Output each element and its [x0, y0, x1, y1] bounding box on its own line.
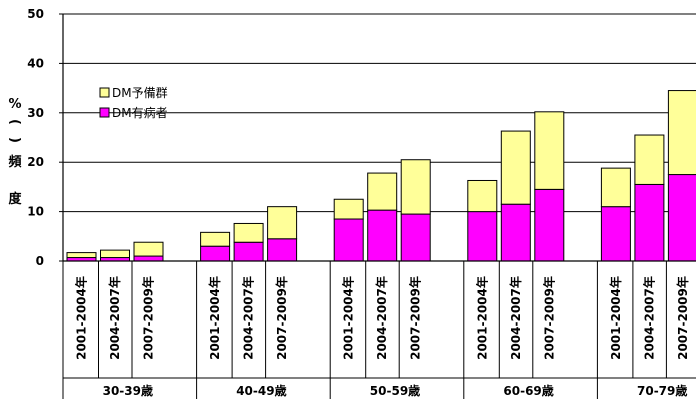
x-group-label: 40-49歳 [236, 383, 286, 398]
y-axis-label-char: ) [7, 137, 22, 143]
legend-label: DM予備群 [112, 85, 168, 100]
bar-segment [467, 211, 498, 262]
bar-segment [333, 218, 364, 262]
legend: DM予備群 DM有病者 [99, 85, 168, 120]
bar-segment [133, 241, 164, 257]
x-category-label: 2007-2009年 [141, 276, 156, 360]
y-tick-label: 50 [27, 7, 44, 21]
y-tick-label: 40 [27, 56, 44, 70]
y-axis-label-char: % [8, 97, 21, 112]
x-category-label: 2007-2009年 [408, 276, 423, 360]
bar-segment [500, 130, 531, 205]
x-category-label: 2007-2009年 [274, 276, 289, 360]
x-category-label: 2004-2007年 [107, 276, 122, 360]
bar-segment [267, 206, 298, 240]
x-category-label: 2007-2009年 [675, 276, 690, 360]
bar-segment [367, 172, 398, 211]
x-group-label: 60-69歳 [503, 383, 553, 398]
x-category-label: 2004-2007年 [241, 276, 256, 360]
y-axis-label-char: ( [7, 119, 22, 125]
legend-swatch [99, 87, 110, 98]
x-category-label: 2001-2004年 [207, 276, 222, 360]
bar-segment [634, 134, 665, 185]
x-category-label: 2001-2004年 [341, 276, 356, 360]
x-category-label: 2004-2007年 [374, 276, 389, 360]
bar-segment [667, 90, 696, 176]
x-category-label: 2001-2004年 [74, 276, 89, 360]
bars [66, 90, 696, 262]
bar-segment [200, 231, 231, 247]
y-tick-label: 0 [36, 254, 44, 268]
bar-segment [333, 198, 364, 220]
x-category-label: 2001-2004年 [608, 276, 623, 360]
bar-segment [634, 183, 665, 262]
bar-segment [367, 209, 398, 262]
y-tick-label: 20 [27, 155, 44, 169]
y-tick-label: 10 [27, 205, 44, 219]
bar-segment [467, 179, 498, 213]
bar-segment [200, 245, 231, 262]
x-category-labels: 2001-2004年 2004-2007年 2007-2009年 2001-2004年… [74, 276, 690, 360]
bar-segment [400, 213, 431, 262]
x-group-label: 30-39歳 [103, 383, 153, 398]
x-group-labels: 30-39歳 40-49歳 50-59歳 60-69歳 70-79歳 [103, 383, 688, 398]
bar-segment [600, 167, 631, 208]
y-axis-label: % () 頻度 [7, 97, 22, 207]
x-group-label: 70-79歳 [637, 383, 687, 398]
bar-segment [66, 252, 97, 259]
x-category-label: 2007-2009年 [541, 276, 556, 360]
x-category-label: 2004-2007年 [641, 276, 656, 360]
y-axis-label-char: 頻 [8, 154, 21, 170]
bar-segment [233, 222, 264, 243]
y-tick-label: 30 [27, 106, 44, 120]
bar-segment [534, 111, 565, 190]
axes [59, 13, 696, 399]
gridlines [63, 13, 696, 213]
x-category-label: 2001-2004年 [474, 276, 489, 360]
y-tick-labels: 0 10 20 30 40 50 [27, 7, 44, 268]
x-group-label: 50-59歳 [370, 383, 420, 398]
legend-label: DM有病者 [112, 105, 168, 120]
bar-segment [534, 188, 565, 262]
bar-segment [267, 238, 298, 262]
bar-segment [600, 206, 631, 262]
bar-segment [667, 174, 696, 262]
bar-segment [133, 255, 164, 262]
x-category-label: 2004-2007年 [508, 276, 523, 360]
bar-segment [500, 203, 531, 262]
bar-segment [233, 241, 264, 262]
bar-segment [400, 159, 431, 215]
legend-swatch [99, 107, 110, 118]
y-axis-label-char: 度 [8, 191, 22, 207]
bar-segment [100, 249, 130, 259]
